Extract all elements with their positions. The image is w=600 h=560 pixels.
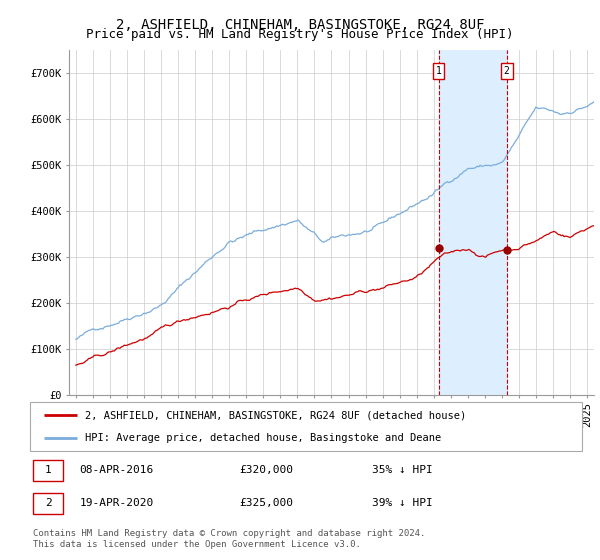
Text: Contains HM Land Registry data © Crown copyright and database right 2024.
This d: Contains HM Land Registry data © Crown c…	[33, 529, 425, 549]
Bar	[439, 50, 507, 395]
Text: 2: 2	[45, 498, 52, 508]
Text: 08-APR-2016: 08-APR-2016	[80, 465, 154, 475]
Text: 2, ASHFIELD, CHINEHAM, BASINGSTOKE, RG24 8UF: 2, ASHFIELD, CHINEHAM, BASINGSTOKE, RG24…	[116, 18, 484, 32]
FancyBboxPatch shape	[33, 493, 63, 514]
FancyBboxPatch shape	[33, 460, 63, 481]
Text: 39% ↓ HPI: 39% ↓ HPI	[372, 498, 433, 508]
Text: £320,000: £320,000	[240, 465, 294, 475]
FancyBboxPatch shape	[30, 402, 582, 451]
Text: 35% ↓ HPI: 35% ↓ HPI	[372, 465, 433, 475]
Text: 2: 2	[504, 66, 509, 76]
Text: 2, ASHFIELD, CHINEHAM, BASINGSTOKE, RG24 8UF (detached house): 2, ASHFIELD, CHINEHAM, BASINGSTOKE, RG24…	[85, 410, 466, 421]
Text: Price paid vs. HM Land Registry's House Price Index (HPI): Price paid vs. HM Land Registry's House …	[86, 28, 514, 41]
Text: 19-APR-2020: 19-APR-2020	[80, 498, 154, 508]
Text: £325,000: £325,000	[240, 498, 294, 508]
Text: HPI: Average price, detached house, Basingstoke and Deane: HPI: Average price, detached house, Basi…	[85, 433, 442, 443]
Text: 1: 1	[436, 66, 442, 76]
Text: 1: 1	[45, 465, 52, 475]
